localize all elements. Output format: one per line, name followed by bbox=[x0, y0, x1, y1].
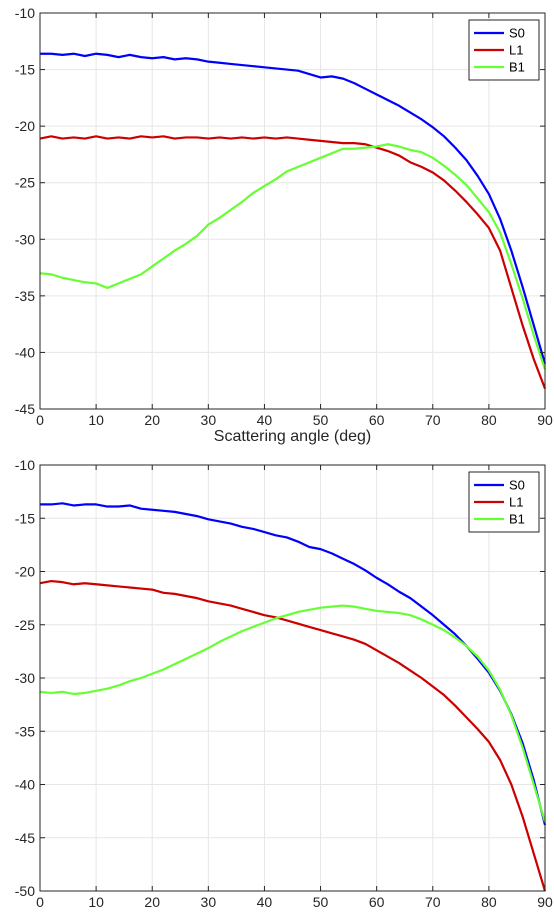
x-tick-label: 60 bbox=[369, 894, 385, 907]
y-tick-label: -10 bbox=[15, 457, 35, 473]
y-tick-label: -40 bbox=[15, 777, 35, 793]
y-tick-label: -45 bbox=[15, 830, 35, 846]
series-line-B1 bbox=[39, 143, 547, 370]
x-axis-label: Scattering angle (deg) bbox=[214, 428, 371, 445]
x-tick-label: 70 bbox=[425, 412, 441, 428]
y-tick-label: -10 bbox=[15, 5, 35, 21]
y-tick-label: -20 bbox=[15, 118, 35, 134]
x-tick-label: 40 bbox=[257, 412, 273, 428]
x-tick-label: 0 bbox=[36, 894, 44, 907]
x-tick-label: 10 bbox=[88, 894, 104, 907]
x-tick-label: 20 bbox=[144, 894, 160, 907]
y-tick-label: -35 bbox=[15, 288, 35, 304]
x-tick-label: 0 bbox=[36, 412, 44, 428]
x-tick-label: 40 bbox=[257, 894, 273, 907]
chart-panel-1: 0 10 20 30 40 50 60 70 80 90 -10 -15 -20 -25 -30 -35 -40… bbox=[15, 5, 553, 445]
legend-label-L1: L1 bbox=[509, 495, 523, 510]
y-tick-label: -40 bbox=[15, 344, 35, 360]
y-tick-label: -20 bbox=[15, 564, 35, 580]
x-tick-label: 30 bbox=[201, 412, 217, 428]
x-tick-label: 90 bbox=[537, 412, 553, 428]
y-tick-label: -45 bbox=[15, 401, 35, 417]
series-group bbox=[39, 502, 547, 892]
series-line-B1 bbox=[39, 604, 547, 823]
x-tick-label: 10 bbox=[88, 412, 104, 428]
x-tick-label: 20 bbox=[144, 412, 160, 428]
y-tick-label: -25 bbox=[15, 617, 35, 633]
y-tick-label: -30 bbox=[15, 670, 35, 686]
legend-label-S0: S0 bbox=[509, 478, 525, 493]
legend-label-B1: B1 bbox=[509, 512, 525, 527]
y-tick-label: -50 bbox=[15, 883, 35, 899]
series-line-L1 bbox=[39, 579, 547, 892]
y-tick-label: -15 bbox=[15, 62, 35, 78]
series-group bbox=[39, 52, 547, 390]
plot-area bbox=[40, 13, 545, 409]
legend-label-B1: B1 bbox=[509, 60, 525, 75]
x-tick-label: 70 bbox=[425, 894, 441, 907]
series-line-S0 bbox=[40, 502, 547, 826]
x-tick-label: 80 bbox=[481, 412, 497, 428]
series-line-S0 bbox=[40, 52, 547, 365]
x-tick-label: 90 bbox=[537, 894, 553, 907]
legend: S0 L1 B1 bbox=[468, 19, 540, 81]
y-tick-label: -30 bbox=[15, 231, 35, 247]
chart-panel-2: 0 10 20 30 40 50 60 70 80 90 -10 -15 -20 -25 -30 -35 -40… bbox=[15, 457, 553, 912]
x-tick-label: 50 bbox=[313, 412, 329, 428]
tick-group: 0 10 20 30 40 50 60 70 80 90 -10 -15 -20 -25 -30 -35 -40… bbox=[15, 5, 553, 428]
legend-label-L1: L1 bbox=[509, 43, 523, 58]
y-tick-label: -35 bbox=[15, 723, 35, 739]
x-tick-label: 30 bbox=[201, 894, 217, 907]
series-line-L1 bbox=[39, 135, 547, 390]
y-tick-label: -25 bbox=[15, 175, 35, 191]
x-tick-label: 80 bbox=[481, 894, 497, 907]
x-tick-label: 50 bbox=[313, 894, 329, 907]
y-tick-label: -15 bbox=[15, 510, 35, 526]
axes-box bbox=[39, 12, 546, 410]
legend: S0 L1 B1 bbox=[468, 471, 540, 533]
tick-group: 0 10 20 30 40 50 60 70 80 90 -10 -15 -20 -25 -30 -35 -40… bbox=[15, 457, 553, 910]
legend-label-S0: S0 bbox=[509, 26, 525, 41]
x-tick-label: 60 bbox=[369, 412, 385, 428]
